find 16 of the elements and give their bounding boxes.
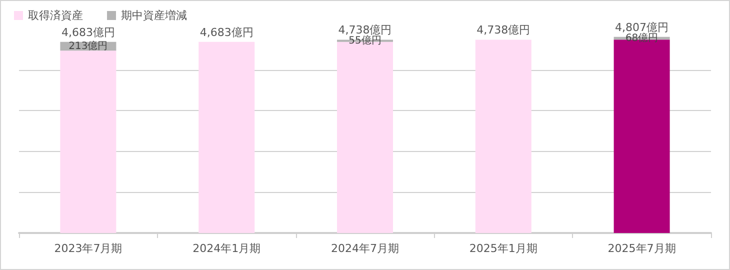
- x-tick-label: 2024年1月期: [192, 242, 261, 255]
- x-tick-label: 2024年7月期: [331, 242, 399, 255]
- bar: [475, 40, 532, 233]
- legend-label: 取得済資産: [28, 9, 83, 22]
- data-label: 55億円: [348, 34, 382, 46]
- x-tick-label: 2025年1月期: [469, 242, 538, 255]
- x-tick-label: 2023年7月期: [54, 242, 122, 255]
- bar: [60, 50, 116, 233]
- total-label: 4,683億円: [200, 26, 254, 39]
- x-tick-label: 2025年7月期: [608, 242, 676, 255]
- data-label: 213億円: [68, 40, 108, 52]
- bar: [198, 42, 255, 233]
- total-label: 4,807億円: [615, 20, 669, 34]
- total-label: 4,683億円: [61, 26, 115, 39]
- legend-label: 期中資産増減: [121, 9, 187, 22]
- total-label: 4,738億円: [476, 24, 530, 37]
